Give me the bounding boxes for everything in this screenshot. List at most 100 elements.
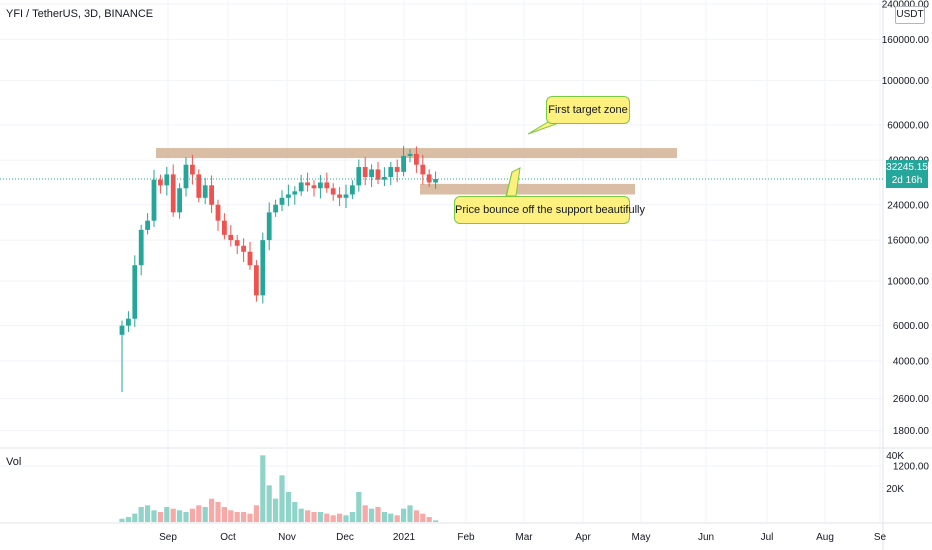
candle-body — [266, 212, 272, 241]
volume-bar — [298, 508, 304, 522]
candle-body — [426, 174, 432, 183]
volume-bar — [305, 510, 311, 522]
price-axis[interactable]: 240000.00160000.00100000.0060000.0040000… — [882, 0, 930, 473]
candle-body — [254, 265, 259, 296]
candle-body — [318, 182, 323, 189]
volume-bar — [266, 485, 272, 522]
price-tick-label: 6000.00 — [893, 321, 930, 332]
candle-body — [158, 179, 163, 186]
candle-body — [433, 179, 438, 183]
candle-body — [164, 174, 170, 186]
time-tick-label: Dec — [336, 532, 354, 543]
volume-bar — [273, 498, 279, 522]
note-support-bounce[interactable]: Price bounce off the support beautifully — [454, 196, 645, 224]
candle-body — [119, 325, 125, 335]
candle-body — [388, 167, 394, 178]
candle-body — [260, 240, 266, 296]
volume-bar — [196, 505, 202, 522]
time-tick-label: Apr — [575, 532, 591, 543]
time-tick-label: Jun — [698, 532, 714, 543]
candle-body — [394, 167, 400, 172]
volume-bar — [426, 517, 432, 522]
volume-tick-label: 20K — [886, 484, 904, 495]
volume-bar — [349, 512, 355, 522]
price-tick-label: 160000.00 — [882, 35, 930, 46]
volume-bar — [119, 518, 125, 522]
candle-body — [273, 204, 278, 213]
candle-body — [151, 179, 157, 221]
volume-bar — [413, 510, 419, 522]
current-price-tag: 32245.15 2d 16h — [886, 160, 928, 188]
volume-bar — [164, 507, 170, 522]
volume-bar — [228, 510, 234, 522]
candle-countdown: 2d 16h — [891, 175, 923, 186]
volume-bar — [145, 505, 151, 522]
volume-bar — [202, 507, 208, 522]
time-tick-label: 2021 — [393, 532, 416, 543]
volume-bar — [311, 512, 317, 522]
volume-bar — [420, 513, 426, 522]
volume-bar — [132, 513, 138, 522]
candle-body — [196, 174, 202, 198]
time-tick-label: Mar — [515, 532, 533, 543]
candle-body — [234, 240, 240, 246]
note-first-target-zone[interactable]: First target zone — [546, 96, 630, 124]
candlestick-series — [0, 146, 883, 393]
candle-body — [190, 164, 195, 175]
candle-body — [382, 177, 387, 180]
candle-body — [350, 185, 355, 195]
volume-bar — [189, 508, 195, 522]
time-axis[interactable]: Sep Oct Nov Dec 2021 Feb Mar Apr May Jun Jul Aug Se — [159, 532, 886, 543]
candle-body — [420, 164, 426, 175]
candle-body — [222, 220, 227, 235]
candle-body — [375, 169, 381, 180]
candle-body — [177, 188, 182, 213]
volume-bar — [388, 513, 394, 522]
candle-body — [286, 194, 291, 198]
candle-body — [337, 194, 342, 198]
volume-bar — [369, 508, 375, 522]
volume-bar — [362, 505, 368, 522]
volume-axis: 40K 20K — [886, 451, 904, 495]
volume-bar — [234, 512, 240, 522]
currency-badge[interactable]: USDT — [895, 6, 925, 24]
candle-body — [126, 318, 131, 326]
price-tick-label: 240000.00 — [882, 0, 930, 11]
price-tick-label: 60000.00 — [887, 120, 929, 131]
candle-body — [202, 185, 208, 198]
time-tick-label: Feb — [457, 532, 475, 543]
volume-bar — [157, 512, 163, 522]
candle-body — [401, 155, 406, 172]
candle-body — [407, 153, 413, 156]
time-tick-label: Nov — [278, 532, 296, 543]
volume-bar — [407, 505, 413, 522]
volume-bar — [151, 510, 157, 522]
volume-bar — [183, 512, 189, 522]
price-zone — [420, 183, 635, 195]
volume-bar — [330, 515, 336, 522]
volume-bar — [125, 517, 131, 522]
volume-bar — [253, 505, 259, 522]
time-tick-label: Oct — [220, 532, 236, 543]
candle-body — [343, 194, 349, 198]
volume-bar — [241, 512, 247, 522]
time-tick-label: Jul — [761, 532, 774, 543]
volume-label: Vol — [6, 456, 22, 468]
time-tick-label: Se — [874, 532, 887, 543]
volume-bar — [221, 507, 227, 522]
volume-bar — [260, 455, 266, 522]
candle-body — [215, 204, 221, 221]
time-tick-label: Sep — [159, 532, 177, 543]
price-tick-label: 24000.00 — [887, 200, 929, 211]
candle-body — [145, 220, 150, 230]
time-tick-label: Aug — [816, 532, 834, 543]
price-tick-label: 16000.00 — [887, 236, 929, 247]
symbol-title[interactable]: YFI / TetherUS, 3D, BINANCE — [6, 8, 154, 20]
candle-body — [305, 182, 310, 186]
price-tick-label: 10000.00 — [887, 277, 929, 288]
price-tick-label: 4000.00 — [893, 357, 930, 368]
candle-body — [247, 251, 253, 266]
candle-body — [170, 174, 176, 213]
